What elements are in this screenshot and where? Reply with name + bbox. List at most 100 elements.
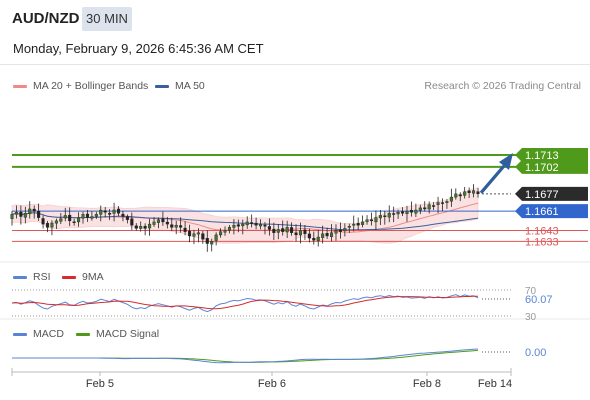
rsi-ma-line — [11, 295, 479, 310]
candle-body — [10, 214, 14, 219]
legend-ma20: MA 20 + Bollinger Bands — [13, 80, 148, 92]
candle-body — [281, 228, 285, 232]
candle-body — [445, 201, 449, 203]
level-label-1.1633: 1.1633 — [525, 236, 559, 248]
forecast-arrow-head-icon — [499, 152, 513, 170]
candle-body — [467, 190, 471, 193]
candle-body — [103, 210, 107, 213]
candle-body — [28, 208, 32, 215]
candle-body — [472, 190, 476, 194]
candle-body — [414, 209, 418, 214]
candle-body — [272, 228, 276, 233]
level-tag-bg — [515, 186, 588, 201]
candle-body — [50, 222, 54, 228]
candle-body — [263, 224, 267, 227]
candle-body — [361, 221, 365, 225]
legend-ma50-label: MA 50 — [175, 80, 205, 92]
candle-body — [205, 238, 209, 244]
candle-body — [250, 222, 254, 224]
candle-body — [161, 218, 165, 223]
level-tag-1.1702: 1.1702 — [515, 159, 588, 174]
candle-body — [432, 205, 436, 207]
candle-body — [156, 219, 160, 223]
macd-swatch-icon — [13, 332, 27, 336]
candle-body — [290, 227, 294, 233]
candle-body — [245, 221, 249, 226]
candle-body — [378, 215, 382, 219]
level-tag-1.1661: 1.1661 — [515, 204, 588, 219]
candle-body — [427, 204, 431, 210]
candle-body — [187, 230, 192, 237]
macd-signal-swatch-icon — [76, 332, 90, 336]
candle-body — [223, 230, 227, 233]
candle-body — [458, 194, 462, 197]
candle-body — [183, 227, 187, 232]
candle-body — [72, 221, 76, 223]
candle-body — [405, 210, 409, 214]
level-label-1.1702: 1.1702 — [525, 162, 559, 174]
candle-body — [241, 223, 245, 227]
time-tick-label: Feb 6 — [258, 378, 286, 390]
candle-body — [165, 221, 169, 225]
candle-body — [396, 211, 400, 215]
candle-body — [196, 232, 200, 235]
time-tick-label: Feb 14 — [478, 378, 512, 390]
candle-body — [174, 224, 178, 228]
legend-macd-label: MACD — [33, 328, 64, 340]
rsi-value-label: 60.07 — [525, 294, 553, 306]
timeframe-badge[interactable]: 30 MIN — [82, 7, 132, 31]
candle-body — [356, 223, 360, 226]
candle-body — [170, 224, 174, 228]
candle-body — [148, 223, 152, 229]
candle-body — [330, 232, 334, 237]
candle-body — [90, 216, 94, 219]
datetime-label: Monday, February 9, 2026 6:45:36 AM CET — [13, 41, 264, 56]
level-label-1.1661: 1.1661 — [525, 206, 559, 218]
legend-macd-signal: MACD Signal — [76, 328, 159, 340]
level-tag-bg — [515, 147, 588, 162]
rsi-axis-label-70: 70 — [525, 286, 537, 297]
level-tag-bg — [515, 204, 588, 219]
candle-body — [267, 226, 271, 230]
candle-body — [440, 202, 445, 204]
candle-body — [23, 213, 27, 218]
candle-body — [19, 211, 23, 217]
header-divider — [0, 64, 590, 65]
candle-body — [32, 208, 36, 212]
candle-body — [143, 225, 147, 229]
legend-9ma-label: 9MA — [82, 271, 104, 283]
candle-body — [303, 229, 307, 235]
candle-body — [352, 223, 356, 226]
level-label-1.1643: 1.1643 — [525, 226, 559, 238]
candle-body — [227, 227, 231, 231]
candle-body — [409, 209, 413, 213]
level-tag-1.1713: 1.1713 — [515, 147, 588, 162]
candle-body — [192, 233, 196, 237]
candle-body — [108, 212, 112, 215]
candle-body — [343, 228, 347, 232]
candle-body — [59, 218, 63, 222]
candle-body — [387, 213, 391, 218]
candle-body — [116, 208, 121, 214]
candle-body — [63, 215, 67, 219]
symbol-title: AUD/NZD — [12, 10, 80, 27]
candle-body — [316, 236, 320, 241]
candle-body — [418, 207, 422, 211]
legend-ma50: MA 50 — [155, 80, 205, 92]
candle-body — [254, 222, 258, 226]
candle-body — [219, 231, 223, 236]
ma50-swatch-icon — [155, 84, 169, 88]
macd-signal-line — [12, 349, 479, 363]
candle-body — [37, 210, 41, 218]
candle-body — [423, 207, 427, 210]
forecast-arrow-shaft — [479, 164, 506, 194]
time-tick-label: Feb 5 — [86, 378, 114, 390]
candle-body — [312, 238, 316, 241]
legend-9ma: 9MA — [62, 271, 104, 283]
candle-body — [214, 234, 218, 241]
candle-body — [369, 219, 374, 222]
candle-body — [130, 218, 134, 226]
candle-body — [68, 214, 72, 222]
candle-body — [294, 232, 298, 236]
